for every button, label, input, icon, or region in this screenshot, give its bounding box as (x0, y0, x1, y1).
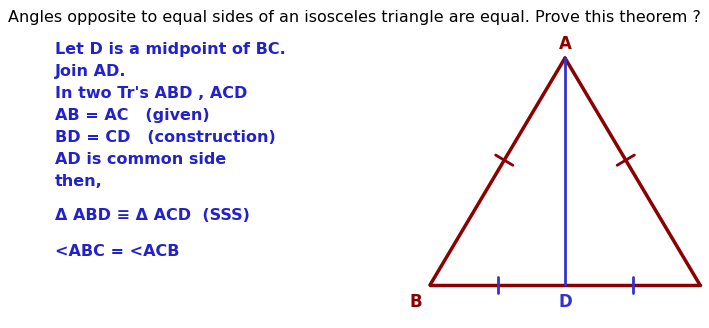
Text: D: D (558, 293, 572, 311)
Text: BD = CD   (construction): BD = CD (construction) (55, 130, 276, 145)
Text: AD is common side: AD is common side (55, 152, 226, 167)
Text: then,: then, (55, 174, 103, 189)
Text: Δ ABD ≡ Δ ACD  (SSS): Δ ABD ≡ Δ ACD (SSS) (55, 208, 250, 223)
Text: AB = AC   (given): AB = AC (given) (55, 108, 210, 123)
Text: Let D is a midpoint of BC.: Let D is a midpoint of BC. (55, 42, 286, 57)
Text: Angles opposite to equal sides of an isosceles triangle are equal. Prove this th: Angles opposite to equal sides of an iso… (8, 10, 701, 25)
Text: B: B (409, 293, 422, 311)
Text: C: C (708, 293, 709, 311)
Text: <ABC = <ACB: <ABC = <ACB (55, 244, 179, 259)
Text: In two Tr's ABD , ACD: In two Tr's ABD , ACD (55, 86, 247, 101)
Text: A: A (559, 35, 571, 53)
Text: Join AD.: Join AD. (55, 64, 126, 79)
